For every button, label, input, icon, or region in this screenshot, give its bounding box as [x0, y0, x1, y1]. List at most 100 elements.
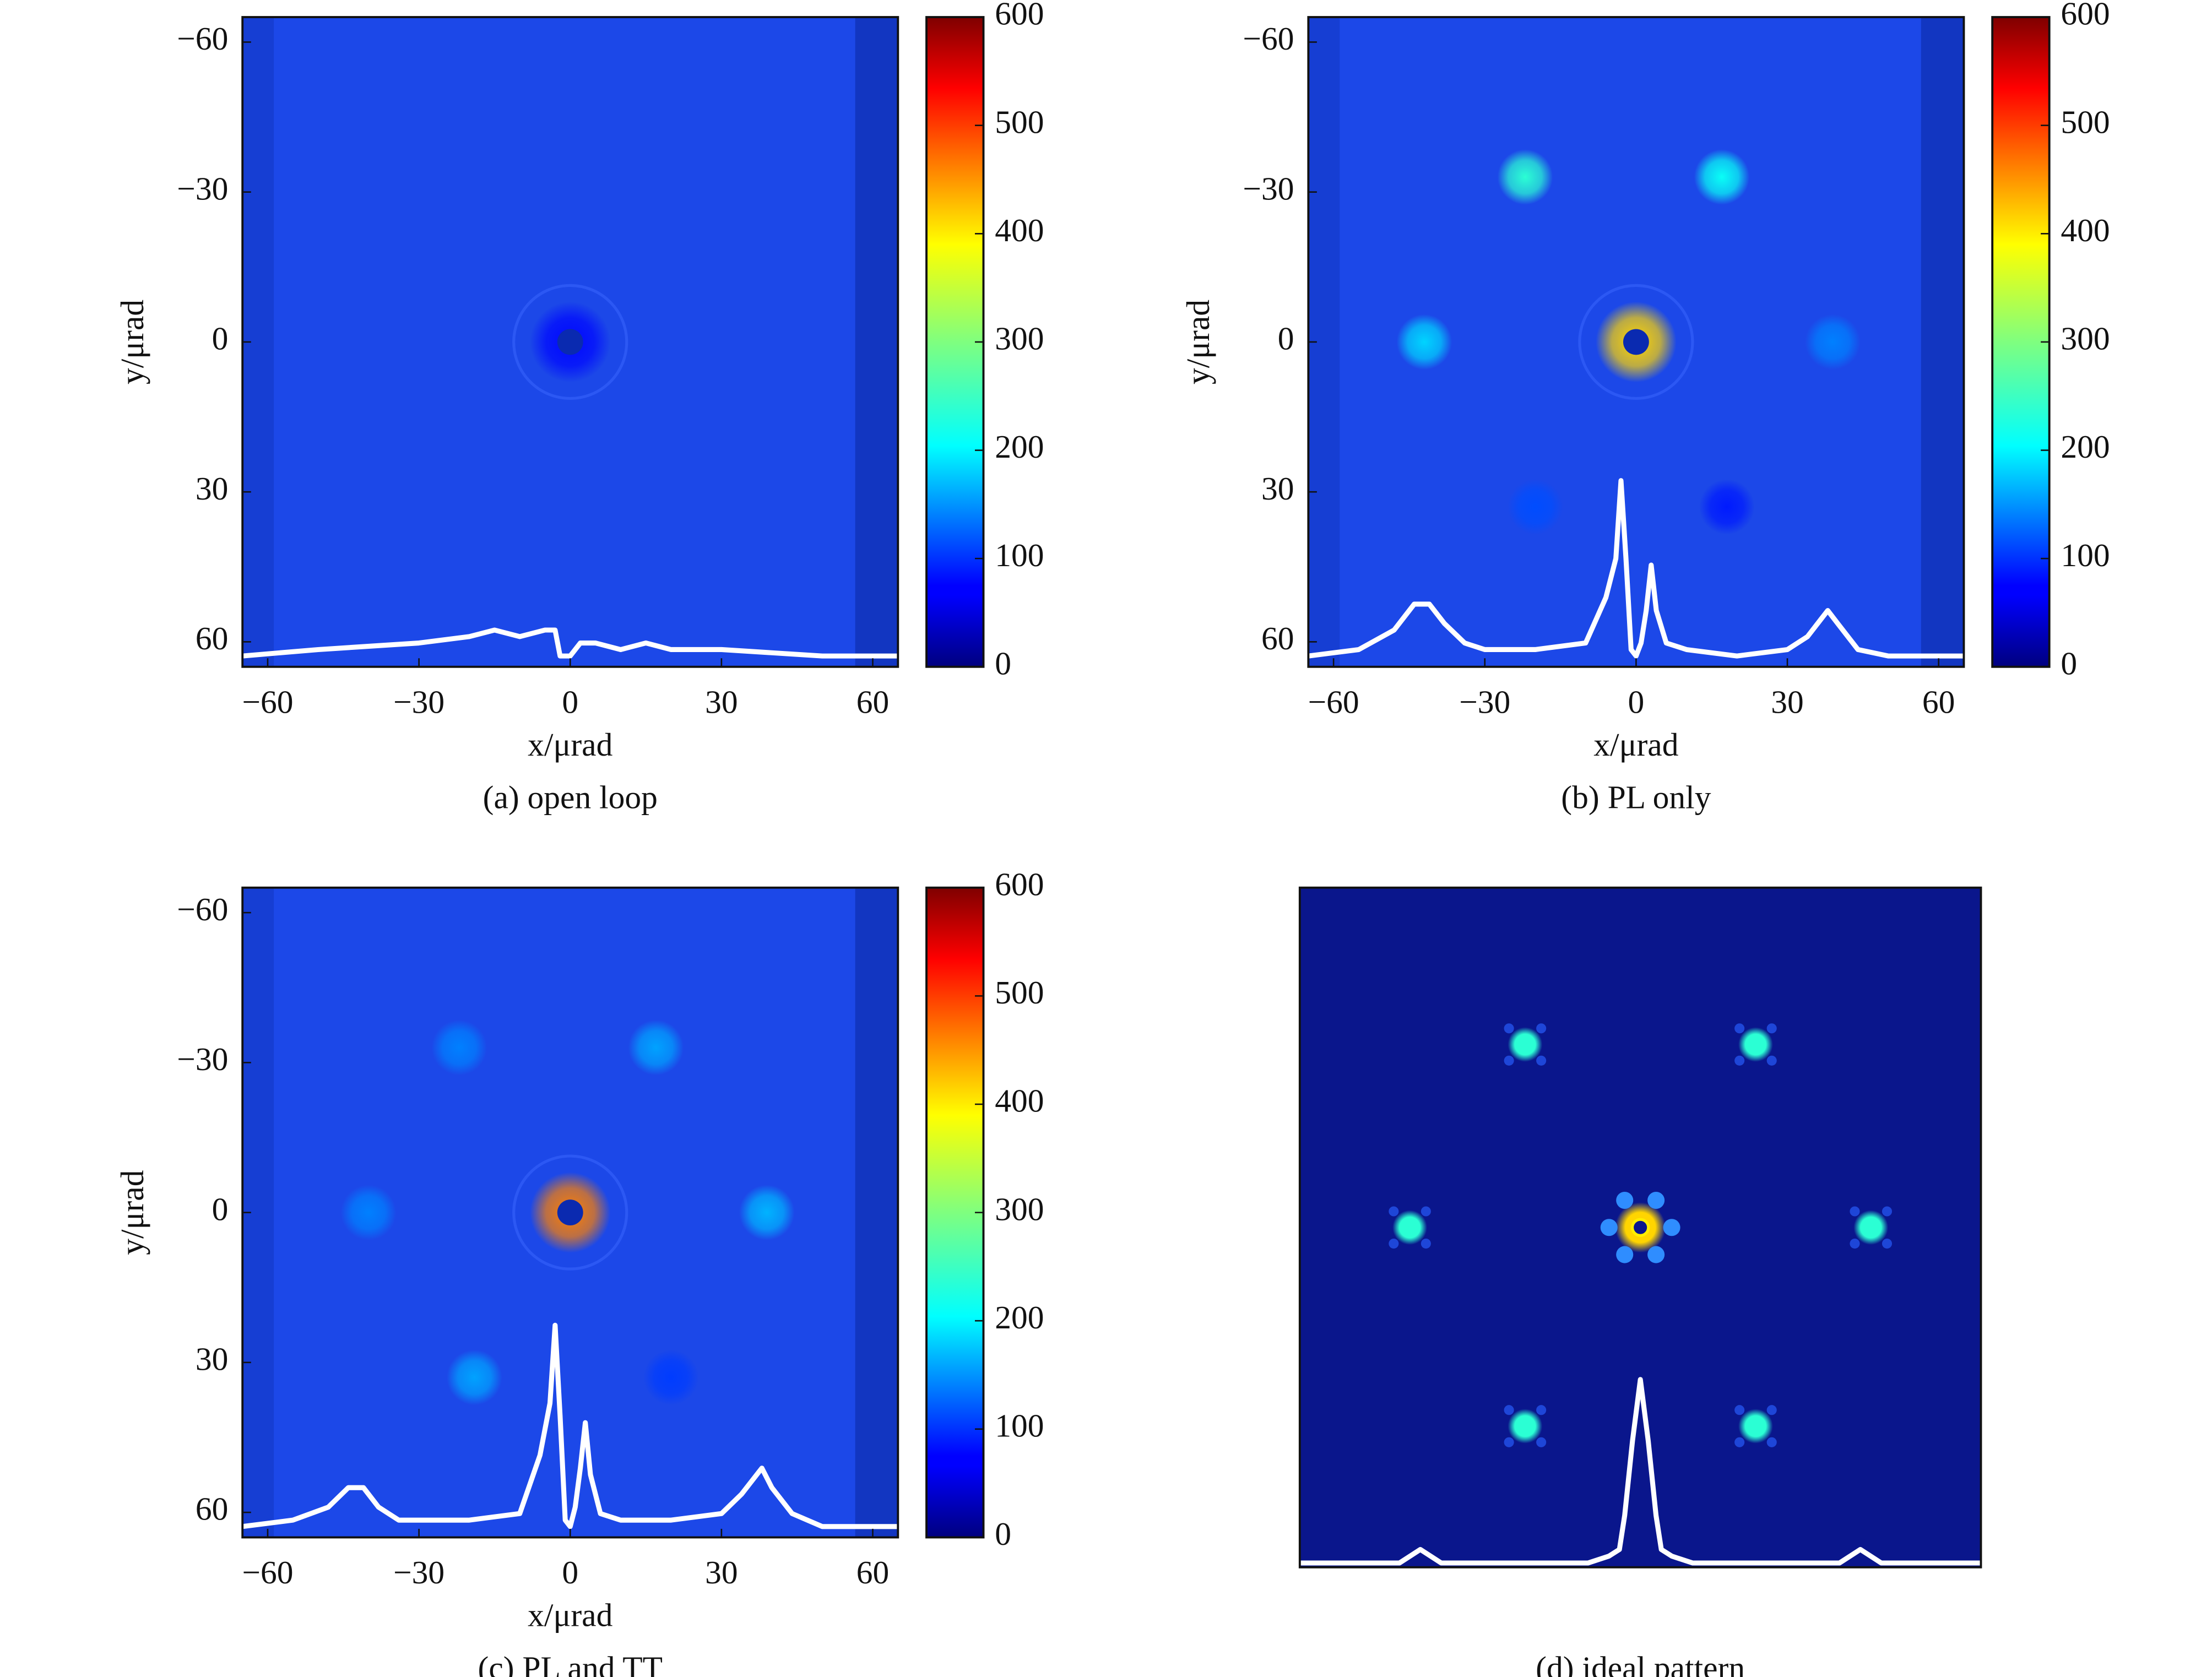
x-tick-label: 60	[1922, 683, 1955, 720]
center-hole	[1630, 1218, 1650, 1237]
intensity-spot	[1508, 1027, 1543, 1062]
y-tick-label: 60	[196, 1491, 229, 1527]
satellite	[1504, 1055, 1514, 1066]
y-tick-label: 30	[196, 1341, 229, 1377]
colorbar-tick-label: 300	[2061, 321, 2110, 357]
x-tick-label: 0	[1628, 683, 1645, 720]
y-axis-label: y/μrad	[114, 1170, 150, 1255]
image-edge-right	[1921, 17, 1964, 667]
center-hole	[557, 1200, 583, 1226]
caption: (d) ideal pattern	[1536, 1649, 1745, 1677]
satellite	[1882, 1206, 1893, 1217]
satellite	[1766, 1055, 1777, 1066]
satellite	[1536, 1055, 1547, 1066]
y-tick-label: 60	[1261, 620, 1294, 656]
profile-line	[242, 627, 898, 659]
x-tick-label: −30	[1459, 683, 1510, 720]
colorbar-tick-label: 400	[995, 212, 1044, 248]
y-tick-label: 30	[1261, 470, 1294, 507]
y-tick-label: 30	[196, 470, 229, 507]
intensity-spot	[1508, 1409, 1543, 1443]
satellite	[1389, 1206, 1399, 1217]
y-tick-label: −30	[177, 170, 228, 207]
intensity-spot	[1507, 479, 1563, 535]
satellite	[1421, 1206, 1431, 1217]
x-tick-label: −60	[242, 1554, 293, 1591]
colorbar-tick-label: 200	[995, 1299, 1044, 1336]
intensity-spot	[1738, 1409, 1773, 1443]
x-axis-label: x/μrad	[528, 1597, 612, 1633]
intensity-spot	[1497, 149, 1553, 205]
y-axis-label: y/μrad	[1180, 300, 1216, 384]
x-tick-label: 60	[856, 1554, 890, 1591]
x-tick-label: 30	[705, 1554, 738, 1591]
intensity-spot	[1392, 1210, 1427, 1245]
profile-line	[1308, 478, 1964, 659]
profile-line	[1299, 1377, 1981, 1566]
x-tick-label: −30	[393, 1554, 444, 1591]
satellite	[1882, 1238, 1893, 1249]
intensity-spot	[340, 1185, 397, 1240]
satellite	[1766, 1437, 1777, 1447]
center-hole	[1623, 329, 1649, 355]
center-hole	[557, 329, 583, 355]
satellite	[1504, 1437, 1514, 1447]
colorbar-tick-label: 0	[995, 645, 1011, 681]
y-tick-label: −60	[177, 891, 228, 927]
satellite	[1616, 1191, 1634, 1209]
intensity-spot	[1805, 314, 1861, 370]
colorbar-tick-label: 100	[995, 1408, 1044, 1444]
colorbar-tick-label: 100	[2061, 537, 2110, 573]
colorbar-tick-label: 500	[995, 974, 1044, 1011]
y-tick-label: −30	[177, 1041, 228, 1077]
colorbar-tick-label: 500	[995, 104, 1044, 140]
satellite	[1504, 1405, 1514, 1415]
intensity-spot	[431, 1019, 487, 1076]
satellite	[1504, 1023, 1514, 1034]
intensity-spot	[446, 1349, 502, 1405]
colorbar-tick-label: 400	[995, 1083, 1044, 1119]
colorbar-tick-label: 200	[2061, 428, 2110, 465]
satellite	[1421, 1238, 1431, 1249]
satellite	[1663, 1219, 1680, 1236]
halo-ring	[512, 1154, 628, 1271]
intensity-spot	[628, 1019, 684, 1076]
satellite	[1734, 1405, 1745, 1415]
intensity-spot	[739, 1185, 795, 1240]
satellite	[1766, 1023, 1777, 1034]
satellite	[1536, 1437, 1547, 1447]
intensity-spot	[1694, 149, 1750, 205]
x-tick-label: −60	[1308, 683, 1359, 720]
caption: (a) open loop	[483, 779, 658, 816]
plot-frame	[1298, 886, 1982, 1569]
x-axis-label: x/μrad	[528, 726, 612, 763]
x-tick-label: −30	[393, 683, 444, 720]
satellite	[1536, 1023, 1547, 1034]
image-edge-right	[855, 17, 898, 667]
y-tick-label: 0	[1278, 321, 1294, 357]
intensity-spot	[643, 1349, 699, 1405]
satellite	[1734, 1023, 1745, 1034]
colorbar-tick-label: 500	[2061, 104, 2110, 140]
intensity-spot	[1853, 1210, 1889, 1245]
y-tick-label: −30	[1243, 170, 1294, 207]
colorbar-tick-label: 0	[2061, 645, 2077, 681]
halo-ring	[1578, 284, 1694, 400]
y-tick-label: −60	[177, 20, 228, 57]
caption: (b) PL only	[1561, 779, 1711, 816]
intensity-spot	[1738, 1027, 1773, 1062]
x-tick-label: 0	[562, 683, 578, 720]
y-axis-label: y/μrad	[114, 300, 150, 384]
x-tick-label: −60	[242, 683, 293, 720]
halo-ring	[512, 284, 628, 400]
satellite	[1850, 1206, 1860, 1217]
colorbar-tick-label: 600	[995, 866, 1044, 902]
profile-line	[242, 1322, 898, 1529]
satellite	[1536, 1405, 1547, 1415]
satellite	[1734, 1437, 1745, 1447]
colorbar-tick-label: 100	[995, 537, 1044, 573]
satellite	[1734, 1055, 1745, 1066]
intensity-spot	[1396, 314, 1452, 370]
x-tick-label: 0	[562, 1554, 578, 1591]
